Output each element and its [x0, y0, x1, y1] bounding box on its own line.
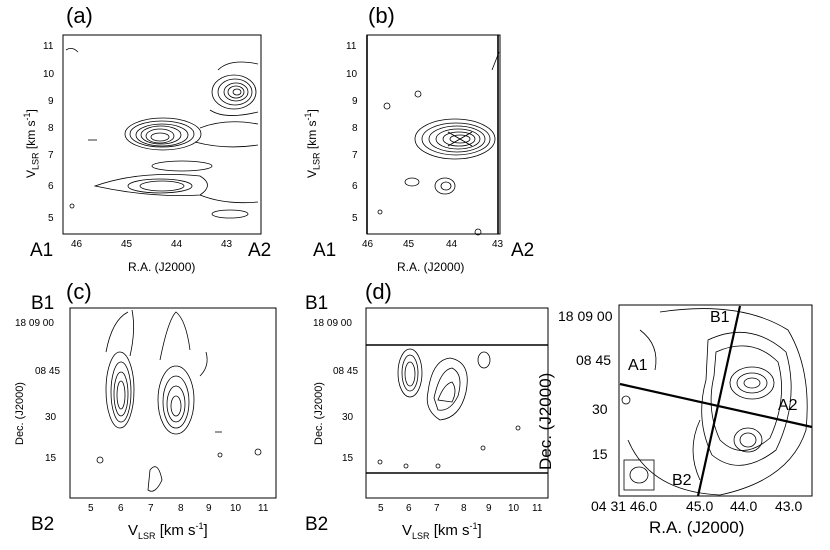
map-ytick-0: 18 09 00: [558, 308, 613, 324]
panel-a-xtick-3: 43: [221, 239, 233, 250]
panel-a-xtick-2: 44: [171, 239, 183, 250]
panel-d-end-top: B1: [305, 293, 329, 314]
panel-d-xtick-2: 7: [434, 503, 440, 514]
map-xlabel: R.A. (J2000): [649, 518, 745, 537]
cut-line-b: [696, 305, 742, 497]
panel-d-xtick-3: 8: [461, 503, 467, 514]
panel-b-xtick-3: 43: [492, 239, 504, 250]
panel-b-end-left: A1: [313, 240, 337, 261]
panel-d-xtick-1: 6: [406, 503, 412, 514]
map-cut-label-a2: A2: [778, 397, 798, 414]
panel-c-xtick-4: 9: [206, 503, 212, 514]
panel-d-contours: [377, 348, 521, 469]
panel-a-end-left: A1: [30, 240, 54, 261]
panel-a-ytick-4: 9: [48, 96, 54, 107]
panel-d-ytick-0: 18 09 00: [313, 318, 352, 329]
panel-c-xtick-3: 8: [178, 503, 184, 514]
map-xtick-3: 43.0: [775, 498, 803, 514]
panel-b-label: (b): [368, 3, 395, 28]
panel-c-ytick-2: 30: [45, 412, 57, 423]
panel-d-xlabel: VLSR [km s-1]: [402, 521, 482, 541]
map-cut-label-b1: B1: [710, 309, 730, 326]
panel-a-frame: [62, 34, 262, 235]
panel-a-ytick-3: 8: [48, 123, 54, 134]
panel-c-xtick-0: 5: [88, 503, 94, 514]
panel-c-xtick-6: 11: [258, 503, 269, 514]
panel-a-ytick-6: 11: [43, 41, 54, 52]
map-ytick-3: 15: [592, 446, 608, 462]
panel-b-ylabel: VLSR [km s-1]: [303, 109, 322, 178]
map-xtick-2: 44.0: [730, 498, 758, 514]
map-ylabel: Dec. (J2000): [536, 372, 555, 470]
map-cut-label-a1: A1: [628, 357, 648, 374]
panel-a-ytick-5: 10: [43, 69, 55, 80]
panel-a-xtick-0: 46: [71, 239, 83, 250]
panel-d-xtick-5: 10: [508, 503, 520, 514]
panel-a-xtick-1: 45: [121, 239, 133, 250]
panel-a-end-right: A2: [248, 240, 272, 261]
panel-d-label: (d): [365, 279, 392, 304]
panel-d-ytick-3: 15: [342, 453, 354, 464]
panel-b-end-right: A2: [511, 240, 535, 261]
panel-b-ytick-3: 8: [352, 123, 358, 134]
panel-b-xlabel: R.A. (J2000): [397, 260, 465, 274]
panel-d-end-bottom: B2: [305, 514, 329, 535]
panel-a-label: (a): [66, 3, 93, 28]
panel-a-ylabel: VLSR [km s-1]: [22, 109, 41, 178]
panel-c-ylabel: Dec. (J2000): [14, 382, 26, 445]
cut-line-a: [619, 382, 813, 429]
map-contours: [621, 308, 808, 496]
panel-a-xlabel: R.A. (J2000): [128, 260, 196, 274]
panel-d-ytick-1: 08 45: [333, 366, 359, 377]
panel-b-contours: [377, 51, 500, 236]
panel-c-xtick-1: 6: [118, 503, 124, 514]
panel-c-contours: [96, 309, 262, 492]
panel-b-ytick-6: 11: [346, 41, 357, 52]
panel-c-end-top: B1: [31, 293, 55, 314]
panel-c-end-bottom: B2: [31, 514, 55, 535]
panel-d-xtick-6: 11: [532, 503, 543, 514]
map-xtick-1: 45.0: [686, 498, 714, 514]
panel-c-frame: [69, 307, 277, 499]
panel-c-xtick-2: 7: [148, 503, 154, 514]
panel-b-xtick-0: 46: [362, 239, 374, 250]
panel-b-ytick-0: 5: [352, 213, 358, 224]
map-ytick-2: 30: [592, 401, 608, 417]
panel-b-xtick-2: 44: [446, 239, 458, 250]
map-xtick-0: 04 31 46.0: [591, 498, 658, 514]
panel-d-xtick-4: 9: [486, 503, 492, 514]
panel-d-xtick-0: 5: [378, 503, 384, 514]
map-ytick-1: 08 45: [576, 352, 612, 368]
panel-d-frame: [365, 307, 549, 499]
panel-b-ytick-4: 9: [352, 96, 358, 107]
panel-b-frame: [366, 34, 501, 235]
panel-a-ytick-2: 7: [48, 150, 54, 161]
panel-a-ytick-1: 6: [48, 181, 54, 192]
panel-c-xtick-5: 10: [230, 503, 242, 514]
panel-d-ytick-2: 30: [342, 412, 354, 423]
panel-b-ytick-1: 6: [352, 181, 358, 192]
panel-c-ytick-0: 18 09 00: [15, 318, 54, 329]
panel-c-label: (c): [66, 279, 92, 304]
panel-d-ylabel: Dec. (J2000): [313, 382, 325, 445]
panel-c-ytick-1: 08 45: [35, 366, 61, 377]
panel-b-ytick-5: 10: [346, 69, 358, 80]
panel-c-ytick-3: 15: [45, 453, 57, 464]
map-frame: [618, 304, 813, 497]
panel-b-xtick-1: 45: [403, 239, 415, 250]
panel-a-ytick-0: 5: [48, 213, 54, 224]
panel-b-ytick-2: 7: [352, 150, 358, 161]
panel-c-xlabel: VLSR [km s-1]: [128, 521, 208, 541]
panel-a-contours: [65, 48, 259, 219]
map-cut-label-b2: B2: [672, 472, 692, 489]
